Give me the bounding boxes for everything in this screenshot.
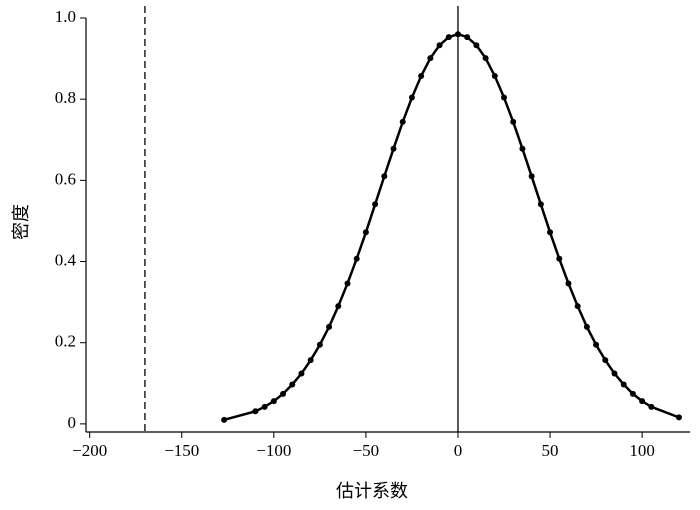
data-point [353,255,360,262]
data-point [298,370,305,377]
x-tick-label: 100 [629,441,655,460]
data-point [289,381,296,388]
x-tick-label: −200 [72,441,107,460]
y-tick-label: 0.2 [55,332,76,351]
data-point [528,173,535,180]
data-point [270,398,277,405]
data-point [675,414,682,421]
data-point [565,280,572,287]
density-curve [223,32,680,422]
y-tick-label: 0.6 [55,169,76,188]
data-point [221,416,228,423]
data-point [501,94,508,101]
data-point [408,94,415,101]
data-point [611,370,618,377]
y-tick-label: 0.8 [55,88,76,107]
data-point [620,381,627,388]
data-point [537,201,544,208]
data-point [436,42,443,49]
data-point [473,42,480,49]
data-point [574,303,581,310]
data-point [390,145,397,152]
data-point [464,34,471,41]
x-tick-label: −100 [256,441,291,460]
data-point [482,55,489,62]
data-point [519,145,526,152]
data-point [454,31,461,38]
data-point [252,408,259,415]
data-point [335,303,342,310]
data-point [418,73,425,80]
data-point [307,357,314,364]
y-tick-label: 0.4 [55,250,77,269]
data-point [362,229,369,236]
data-point [583,323,590,330]
y-axis-label: 密度 [11,204,32,240]
data-point [629,390,636,397]
x-tick-label: −50 [353,441,380,460]
data-point [556,255,563,262]
data-point [372,201,379,208]
y-tick-label: 1.0 [55,7,76,26]
data-point [648,403,655,410]
data-point [344,280,351,287]
x-axis-label: 估计系数 [336,481,408,502]
data-point [445,34,452,41]
data-point [602,357,609,364]
x-tick-label: 0 [454,441,463,460]
data-point [510,118,517,125]
data-point [427,55,434,62]
data-point [316,341,323,348]
data-point [399,118,406,125]
data-point [547,229,554,236]
x-tick-label: 50 [542,441,559,460]
data-point [593,341,600,348]
data-point [639,398,646,405]
data-point [491,73,498,80]
y-tick-label: 0 [68,413,77,432]
data-point [261,403,268,410]
data-point [280,390,287,397]
x-tick-label: −150 [164,441,199,460]
data-point [381,173,388,180]
data-point [326,323,333,330]
